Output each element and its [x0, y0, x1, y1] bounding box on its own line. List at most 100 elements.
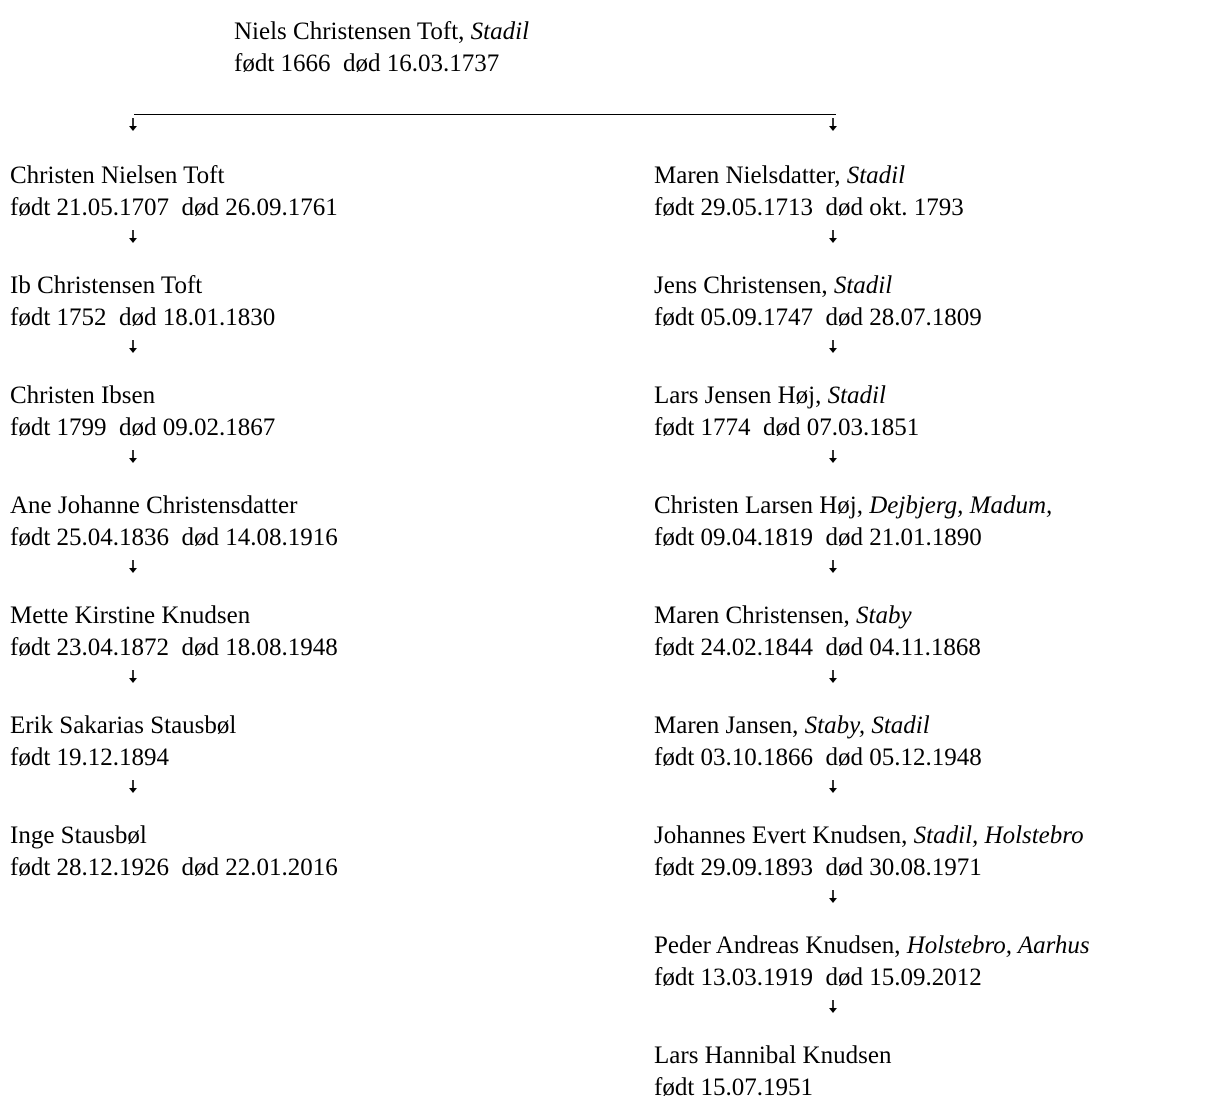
down-arrow-icon	[127, 230, 139, 244]
down-arrow-icon	[827, 340, 839, 354]
died-date: 07.03.1851	[806, 414, 920, 441]
died-date: 22.01.2016	[225, 854, 338, 881]
person-dates-line: født 21.05.1707 død 26.09.1761	[10, 192, 338, 224]
person-place: Holstebro, Aarhus	[906, 932, 1090, 959]
down-arrow-icon	[827, 1000, 839, 1014]
died-label: død	[825, 304, 864, 331]
born-label: født	[654, 634, 695, 661]
person-name-line: Maren Christensen, Staby	[654, 600, 981, 632]
died-date: 18.08.1948	[225, 634, 338, 661]
person-name-line: Christen Nielsen Toft	[10, 160, 338, 192]
born-label: født	[234, 50, 275, 77]
down-arrow-icon	[127, 560, 139, 574]
person-entry: Inge Stausbøl født 28.12.1926 død 22.01.2…	[10, 820, 338, 884]
died-label: død	[181, 854, 220, 881]
person-name-line: Ib Christensen Toft	[10, 270, 275, 302]
person-dates-line: født 09.04.1819 død 21.01.1890	[654, 522, 1052, 554]
person-entry: Erik Sakarias Stausbøl født 19.12.1894	[10, 710, 236, 774]
person-entry: Christen Ibsen født 1799 død 09.02.1867	[10, 380, 275, 444]
died-label: død	[825, 194, 864, 221]
person-name: Maren Nielsdatter	[654, 162, 835, 189]
born-date: 24.02.1844	[700, 634, 814, 661]
born-label: født	[10, 854, 51, 881]
person-dates-line: født 19.12.1894	[10, 742, 236, 774]
died-date: 05.12.1948	[869, 744, 982, 771]
person-entry: Maren Nielsdatter, Stadil født 29.05.1713…	[654, 160, 964, 224]
person-dates-line: født 03.10.1866 død 05.12.1948	[654, 742, 982, 774]
down-arrow-icon	[127, 780, 139, 794]
name-separator: ,	[792, 712, 805, 739]
died-date: okt. 1793	[869, 194, 964, 221]
person-name-line: Johannes Evert Knudsen, Stadil, Holstebr…	[654, 820, 1084, 852]
down-arrow-icon	[127, 118, 139, 132]
died-date: 15.09.2012	[869, 964, 982, 991]
died-label: død	[343, 50, 381, 77]
person-entry: Ane Johanne Christensdatter født 25.04.18…	[10, 490, 338, 554]
person-name: Johannes Evert Knudsen	[654, 822, 902, 849]
person-entry: Christen Nielsen Toft født 21.05.1707 død…	[10, 160, 338, 224]
person-name-line: Maren Nielsdatter, Stadil	[654, 160, 964, 192]
down-arrow-icon	[827, 118, 839, 132]
born-date: 13.03.1919	[700, 964, 814, 991]
person-name-line: Maren Jansen, Staby, Stadil	[654, 710, 982, 742]
died-date: 18.01.1830	[162, 304, 276, 331]
person-dates-line: født 29.05.1713 død okt. 1793	[654, 192, 964, 224]
person-name: Peder Andreas Knudsen	[654, 932, 895, 959]
person-name-line: Ane Johanne Christensdatter	[10, 490, 338, 522]
person-entry: Lars Hannibal Knudsen født 15.07.1951	[654, 1040, 891, 1104]
born-date: 1752	[56, 304, 107, 331]
born-date: 21.05.1707	[56, 194, 170, 221]
person-entry: Maren Christensen, Staby født 24.02.1844 …	[654, 600, 981, 664]
died-date: 28.07.1809	[869, 304, 982, 331]
person-name: Maren Christensen	[654, 602, 844, 629]
person-name-line: Mette Kirstine Knudsen	[10, 600, 338, 632]
born-label: født	[654, 854, 695, 881]
person-name: Lars Hannibal Knudsen	[654, 1042, 892, 1069]
person-place: Stadil	[827, 382, 886, 409]
person-entry: Christen Larsen Høj, Dejbjerg, Madum, fød…	[654, 490, 1052, 554]
down-arrow-icon	[827, 890, 839, 904]
person-entry: Jens Christensen, Stadil født 05.09.1747 …	[654, 270, 982, 334]
name-separator: ,	[834, 162, 847, 189]
died-date: 21.01.1890	[869, 524, 982, 551]
died-label: død	[825, 524, 864, 551]
person-place: Staby	[856, 602, 912, 629]
down-arrow-icon	[127, 670, 139, 684]
person-name-line: Christen Ibsen	[10, 380, 275, 412]
born-label: født	[10, 194, 51, 221]
person-name-line: Jens Christensen, Stadil	[654, 270, 982, 302]
down-arrow-icon	[827, 560, 839, 574]
born-label: født	[10, 304, 51, 331]
person-name: Maren Jansen	[654, 712, 793, 739]
person-name-line: Peder Andreas Knudsen, Holstebro, Aarhus	[654, 930, 1090, 962]
person-dates-line: født 13.03.1919 død 15.09.2012	[654, 962, 1090, 994]
person-place: Stadil	[470, 18, 530, 45]
born-label: født	[654, 1074, 695, 1101]
person-dates-line: født 1774 død 07.03.1851	[654, 412, 919, 444]
person-place: Staby, Stadil	[804, 712, 930, 739]
person-name: Christen Ibsen	[10, 382, 156, 409]
person-entry: Ib Christensen Toft født 1752 død 18.01.1…	[10, 270, 275, 334]
died-label: død	[825, 634, 864, 661]
person-name-line: Erik Sakarias Stausbøl	[10, 710, 236, 742]
born-date: 1799	[56, 414, 107, 441]
name-separator: ,	[821, 272, 834, 299]
born-date: 03.10.1866	[700, 744, 814, 771]
down-arrow-icon	[827, 450, 839, 464]
died-date: 04.11.1868	[869, 634, 981, 661]
person-dates-line: født 1752 død 18.01.1830	[10, 302, 275, 334]
name-separator: ,	[843, 602, 857, 629]
person-entry: Johannes Evert Knudsen, Stadil, Holstebr…	[654, 820, 1084, 884]
died-label: død	[119, 304, 157, 331]
born-date: 29.05.1713	[700, 194, 814, 221]
died-label: død	[119, 414, 157, 441]
person-name: Erik Sakarias Stausbøl	[10, 712, 237, 739]
born-label: født	[10, 414, 51, 441]
person-dates-line: født 1666 død 16.03.1737	[234, 48, 529, 80]
person-name: Ib Christensen Toft	[10, 272, 203, 299]
died-label: død	[181, 524, 220, 551]
born-date: 19.12.1894	[56, 744, 170, 771]
died-date: 26.09.1761	[225, 194, 338, 221]
person-name: Ane Johanne Christensdatter	[10, 492, 298, 519]
down-arrow-icon	[127, 340, 139, 354]
